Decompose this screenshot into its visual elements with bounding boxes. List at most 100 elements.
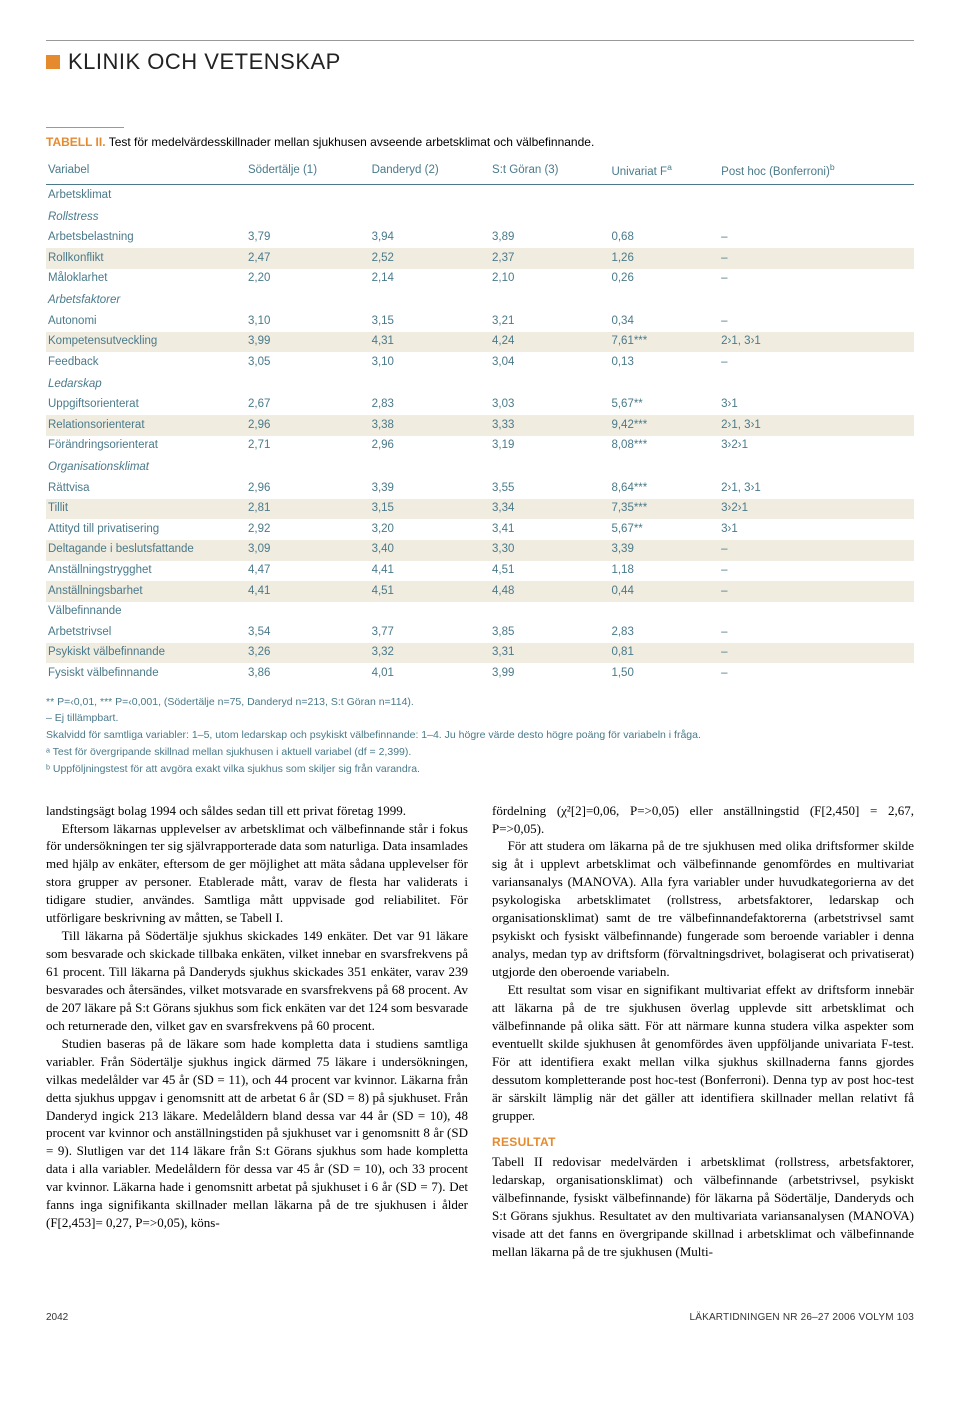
cell: 3,26 <box>246 643 370 664</box>
row-label: Tillit <box>46 499 246 520</box>
cell: 3,09 <box>246 540 370 561</box>
left-column: landstingsägt bolag 1994 och såldes seda… <box>46 802 468 1261</box>
cell: 4,41 <box>370 561 490 582</box>
cell: 2›1, 3›1 <box>719 415 914 436</box>
section-marker-icon <box>46 55 60 69</box>
data-table: VariabelSödertälje (1)Danderyd (2)S:t Gö… <box>46 158 914 684</box>
cell: 3,99 <box>490 663 609 684</box>
body-paragraph: fördelning (χ²[2]=0,06, P=>0,05) eller a… <box>492 802 914 838</box>
table-row: Anställningsbarhet4,414,514,480,44– <box>46 581 914 602</box>
cell: 3›1 <box>719 519 914 540</box>
body-paragraph: För att studera om läkarna på de tre sju… <box>492 837 914 981</box>
cell: 2,92 <box>246 519 370 540</box>
col-header: Post hoc (Bonferroni)b <box>719 158 914 185</box>
cell: 2,67 <box>246 395 370 416</box>
cell: – <box>719 228 914 249</box>
footnote-line: ** P=‹0,01, *** P=‹0,001, (Södertälje n=… <box>46 694 914 711</box>
cell: – <box>719 643 914 664</box>
cell: 0,13 <box>609 352 719 373</box>
cell: 1,50 <box>609 663 719 684</box>
col-header: Variabel <box>46 158 246 185</box>
row-label: Förändringsorienterat <box>46 436 246 457</box>
footnote-line: ᵃ Test för övergripande skillnad mellan … <box>46 744 914 761</box>
cell: – <box>719 581 914 602</box>
cell: 8,64*** <box>609 478 719 499</box>
table-caption: TABELL II. Test för medelvärdesskillnade… <box>46 134 914 150</box>
cell: 3,39 <box>609 540 719 561</box>
cell: 4,47 <box>246 561 370 582</box>
cell: 3,10 <box>246 311 370 332</box>
cell: 4,24 <box>490 332 609 353</box>
table-row: Måloklarhet2,202,142,100,26– <box>46 269 914 290</box>
table-row: Autonomi3,103,153,210,34– <box>46 311 914 332</box>
table-row: Arbetsbelastning3,793,943,890,68– <box>46 228 914 249</box>
col-header: Södertälje (1) <box>246 158 370 185</box>
cell: 3,30 <box>490 540 609 561</box>
row-label: Rättvisa <box>46 478 246 499</box>
table-row: Feedback3,053,103,040,13– <box>46 352 914 373</box>
right-column: fördelning (χ²[2]=0,06, P=>0,05) eller a… <box>492 802 914 1261</box>
cell: 3,20 <box>370 519 490 540</box>
footnote-line: Skalvidd för samtliga variabler: 1–5, ut… <box>46 727 914 744</box>
cell: 3,05 <box>246 352 370 373</box>
cell: 2,96 <box>246 478 370 499</box>
body-paragraph: landstingsägt bolag 1994 och såldes seda… <box>46 802 468 820</box>
cell: 0,26 <box>609 269 719 290</box>
cell: 3,79 <box>246 228 370 249</box>
table-row: Psykiskt välbefinnande3,263,323,310,81– <box>46 643 914 664</box>
cell: 2,10 <box>490 269 609 290</box>
cell: 2›1, 3›1 <box>719 332 914 353</box>
row-label: Uppgiftsorienterat <box>46 395 246 416</box>
cell: 5,67** <box>609 395 719 416</box>
cell: – <box>719 663 914 684</box>
cell: 3,32 <box>370 643 490 664</box>
table-body: ArbetsklimatRollstressArbetsbelastning3,… <box>46 185 914 684</box>
cell: 3,40 <box>370 540 490 561</box>
table-row: Kompetensutveckling3,994,314,247,61***2›… <box>46 332 914 353</box>
col-header: Univariat Fa <box>609 158 719 185</box>
cell: 3,38 <box>370 415 490 436</box>
cell: 8,08*** <box>609 436 719 457</box>
cell: 3,21 <box>490 311 609 332</box>
cell: 2,47 <box>246 248 370 269</box>
cell: 0,68 <box>609 228 719 249</box>
row-label: Måloklarhet <box>46 269 246 290</box>
table-row: Rollkonflikt2,472,522,371,26– <box>46 248 914 269</box>
cell: 3,85 <box>490 622 609 643</box>
top-rule <box>46 40 914 41</box>
cell: 2,83 <box>609 622 719 643</box>
row-label: Rollkonflikt <box>46 248 246 269</box>
cell: 3,19 <box>490 436 609 457</box>
table-row: Deltagande i beslutsfattande3,093,403,30… <box>46 540 914 561</box>
cell: – <box>719 311 914 332</box>
cell: 2,71 <box>246 436 370 457</box>
table-row: Uppgiftsorienterat2,672,833,035,67**3›1 <box>46 395 914 416</box>
cell: 2,14 <box>370 269 490 290</box>
cell: 3,15 <box>370 499 490 520</box>
cell: – <box>719 561 914 582</box>
page-heading-text: KLINIK OCH VETENSKAP <box>68 47 341 77</box>
cell: 3,54 <box>246 622 370 643</box>
cell: 3›2›1 <box>719 499 914 520</box>
cell: – <box>719 269 914 290</box>
cell: 3,89 <box>490 228 609 249</box>
cell: 2,52 <box>370 248 490 269</box>
row-label: Anställningstrygghet <box>46 561 246 582</box>
col-header: S:t Göran (3) <box>490 158 609 185</box>
short-rule <box>46 127 124 128</box>
cell: 3,10 <box>370 352 490 373</box>
body-paragraph: Ett resultat som visar en signifikant mu… <box>492 981 914 1125</box>
row-label: Fysiskt välbefinnande <box>46 663 246 684</box>
cell: 3,31 <box>490 643 609 664</box>
row-label: Arbetstrivsel <box>46 622 246 643</box>
cell: 9,42*** <box>609 415 719 436</box>
row-label: Relationsorienterat <box>46 415 246 436</box>
footnote-line: ᵇ Uppföljningstest för att avgöra exakt … <box>46 761 914 778</box>
page-number: 2042 <box>46 1311 68 1325</box>
cell: 3,77 <box>370 622 490 643</box>
cell: 2,20 <box>246 269 370 290</box>
col-header: Danderyd (2) <box>370 158 490 185</box>
row-label: Feedback <box>46 352 246 373</box>
table-label: TABELL II. <box>46 135 106 149</box>
page-footer: 2042 LÄKARTIDNINGEN NR 26–27 2006 VOLYM … <box>46 1311 914 1325</box>
